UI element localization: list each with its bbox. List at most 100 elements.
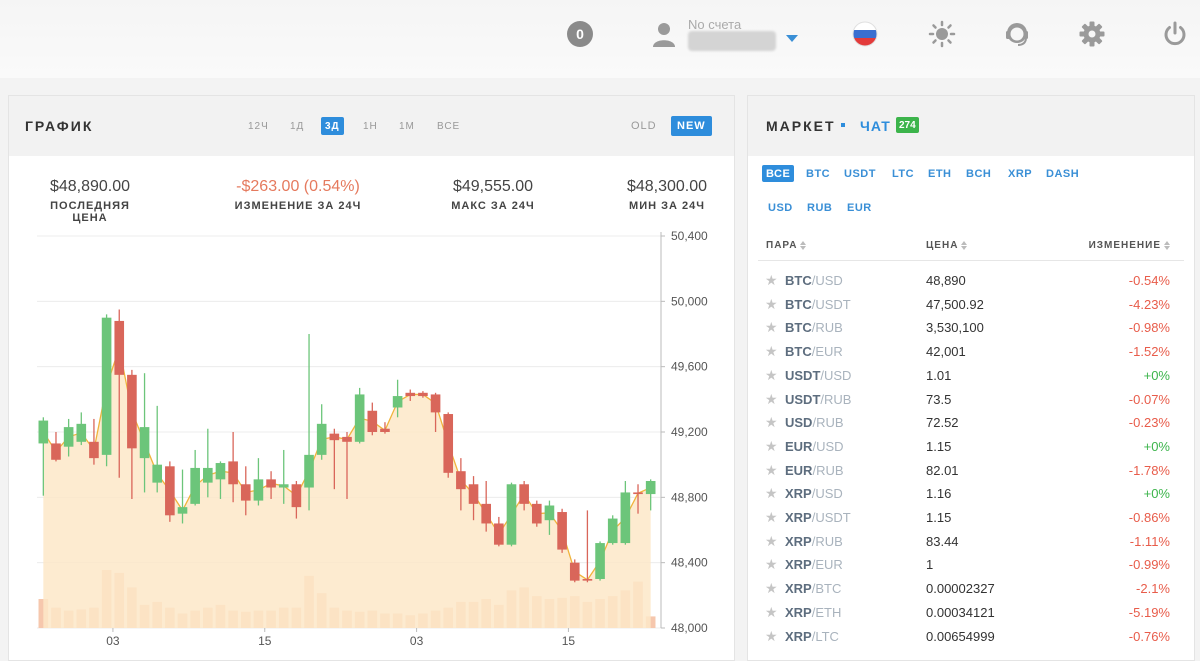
candle-body bbox=[152, 464, 163, 483]
favorite-star-icon[interactable]: ★ bbox=[765, 461, 778, 478]
favorite-star-icon[interactable]: ★ bbox=[765, 532, 778, 549]
candle-body bbox=[620, 492, 631, 544]
filter-dash[interactable]: DASH bbox=[1046, 167, 1080, 180]
filter-all[interactable]: ВСЕ bbox=[762, 165, 795, 182]
favorite-star-icon[interactable]: ★ bbox=[765, 437, 778, 454]
pair-base: XRP bbox=[785, 557, 812, 573]
chat-tab[interactable]: ЧАТ bbox=[860, 118, 891, 134]
chart-version-old[interactable]: OLD bbox=[631, 120, 657, 132]
candle bbox=[177, 469, 188, 524]
filter-usdt[interactable]: USDT bbox=[844, 167, 876, 180]
favorite-star-icon[interactable]: ★ bbox=[765, 319, 778, 336]
timeframe-all[interactable]: ВСЕ bbox=[437, 120, 461, 132]
favorite-star-icon[interactable]: ★ bbox=[765, 390, 778, 407]
candle bbox=[519, 481, 529, 511]
market-row[interactable]: ★ EUR/RUB 82.01 -1.78% bbox=[748, 459, 1194, 483]
column-header-pair[interactable]: ПАРА bbox=[766, 240, 806, 251]
pair-quote: /EUR bbox=[811, 557, 843, 573]
market-row[interactable]: ★ XRP/USD 1.16 +0% bbox=[748, 482, 1194, 506]
candle bbox=[228, 432, 238, 503]
candle-body bbox=[481, 503, 491, 524]
timeframe-12h[interactable]: 12Ч bbox=[248, 120, 269, 132]
market-row[interactable]: ★ XRP/BTC 0.00002327 -2.1% bbox=[748, 577, 1194, 601]
pair-change: -0.99% bbox=[1128, 557, 1170, 573]
favorite-star-icon[interactable]: ★ bbox=[765, 556, 778, 573]
y-tick-label: 49,200 bbox=[671, 425, 708, 439]
timeframe-1d[interactable]: 1Д bbox=[290, 120, 305, 132]
favorite-star-icon[interactable]: ★ bbox=[765, 627, 778, 644]
market-row[interactable]: ★ EUR/USD 1.15 +0% bbox=[748, 435, 1194, 459]
candle bbox=[342, 432, 352, 499]
pair-change: -1.52% bbox=[1128, 344, 1170, 360]
filter-rub[interactable]: RUB bbox=[807, 201, 833, 214]
filter-usd[interactable]: USD bbox=[768, 201, 793, 214]
favorite-star-icon[interactable]: ★ bbox=[765, 343, 778, 360]
candle bbox=[418, 391, 428, 398]
support-headset-icon[interactable] bbox=[1002, 18, 1032, 50]
candle-body bbox=[228, 461, 238, 485]
y-tick-label: 50,000 bbox=[671, 294, 708, 308]
settings-gear-icon[interactable] bbox=[1077, 18, 1107, 50]
theme-sun-icon[interactable] bbox=[927, 18, 957, 50]
pair-quote: /USD bbox=[811, 273, 843, 288]
pair-name: EUR/USD bbox=[785, 439, 844, 454]
candle-body bbox=[76, 423, 87, 442]
candle-body bbox=[405, 392, 416, 397]
candle bbox=[51, 432, 61, 462]
favorite-star-icon[interactable]: ★ bbox=[765, 295, 778, 312]
pair-change: -1.78% bbox=[1128, 462, 1170, 478]
pair-price: 82.01 bbox=[926, 462, 959, 478]
timeframe-3d[interactable]: 3Д bbox=[321, 117, 344, 135]
market-row[interactable]: ★ XRP/USDT 1.15 -0.86% bbox=[748, 506, 1194, 530]
market-row[interactable]: ★ XRP/EUR 1 -0.99% bbox=[748, 553, 1194, 577]
favorite-star-icon[interactable]: ★ bbox=[765, 580, 778, 597]
timeframe-1w[interactable]: 1Н bbox=[363, 120, 378, 132]
filter-ltc[interactable]: LTC bbox=[892, 167, 915, 180]
favorite-star-icon[interactable]: ★ bbox=[765, 485, 778, 502]
filter-eth[interactable]: ETH bbox=[928, 167, 952, 180]
market-row[interactable]: ★ BTC/USDT 47,500.92 -4.23% bbox=[748, 293, 1194, 317]
market-row[interactable]: ★ XRP/ETH 0.00034121 -5.19% bbox=[748, 601, 1194, 625]
header-divider bbox=[758, 260, 1184, 261]
favorite-star-icon[interactable]: ★ bbox=[765, 272, 778, 288]
language-flag-ru-icon[interactable] bbox=[850, 18, 880, 50]
candle bbox=[152, 405, 163, 493]
account-number-masked[interactable] bbox=[688, 31, 776, 51]
favorite-star-icon[interactable]: ★ bbox=[765, 509, 778, 525]
market-row[interactable]: ★ XRP/LTC 0.00654999 -0.76% bbox=[748, 625, 1194, 649]
candle bbox=[304, 334, 314, 511]
user-icon[interactable] bbox=[648, 18, 680, 50]
notifications-button[interactable]: 0 bbox=[565, 18, 595, 50]
filter-eur[interactable]: EUR bbox=[847, 201, 872, 214]
market-row[interactable]: ★ BTC/RUB 3,530,100 -0.98% bbox=[748, 316, 1194, 340]
column-header-change[interactable]: ИЗМЕНЕНИЕ bbox=[1089, 240, 1170, 251]
pair-name: XRP/LTC bbox=[785, 629, 839, 644]
filter-btc[interactable]: BTC bbox=[806, 167, 831, 180]
filter-xrp[interactable]: XRP bbox=[1008, 167, 1033, 180]
candlestick-chart[interactable]: 50,400 50,000 49,600 49,200 48,800 48,400 48,0… bbox=[9, 226, 736, 661]
market-row[interactable]: ★ BTC/USD 48,890 -0.54% bbox=[748, 269, 1194, 293]
x-axis: 03 15 03 15 bbox=[106, 628, 575, 648]
timeframe-1m[interactable]: 1М bbox=[399, 120, 415, 132]
chart-version-new[interactable]: NEW bbox=[671, 116, 712, 136]
candle bbox=[114, 309, 125, 478]
pair-base: EUR bbox=[785, 438, 813, 454]
pair-name: XRP/RUB bbox=[785, 534, 843, 549]
filter-bch[interactable]: BCH bbox=[966, 167, 992, 180]
pair-change: -0.23% bbox=[1128, 415, 1170, 431]
market-row[interactable]: ★ BTC/EUR 42,001 -1.52% bbox=[748, 340, 1194, 364]
market-row[interactable]: ★ USDT/RUB 73.5 -0.07% bbox=[748, 388, 1194, 412]
favorite-star-icon[interactable]: ★ bbox=[765, 414, 778, 431]
market-row[interactable]: ★ USDT/USD 1.01 +0% bbox=[748, 364, 1194, 388]
market-row[interactable]: ★ XRP/RUB 83.44 -1.11% bbox=[748, 530, 1194, 554]
column-header-price[interactable]: ЦЕНА bbox=[926, 240, 967, 251]
logout-power-icon[interactable] bbox=[1160, 18, 1190, 50]
market-row[interactable]: ★ USD/RUB 72.52 -0.23% bbox=[748, 411, 1194, 435]
market-tab[interactable]: МАРКЕТ bbox=[766, 118, 836, 134]
favorite-star-icon[interactable]: ★ bbox=[765, 366, 778, 383]
candle-body bbox=[329, 433, 340, 441]
account-dropdown-chevron-icon[interactable] bbox=[786, 35, 798, 42]
candle-body bbox=[456, 471, 466, 490]
pair-price: 73.5 bbox=[926, 391, 952, 407]
favorite-star-icon[interactable]: ★ bbox=[765, 603, 778, 620]
